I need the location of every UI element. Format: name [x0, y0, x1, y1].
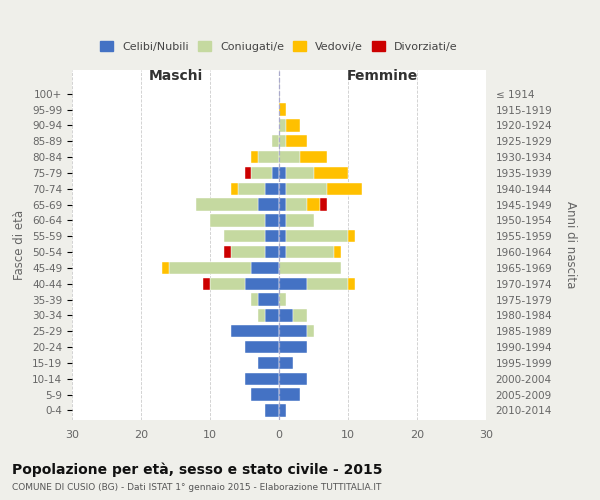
- Legend: Celibi/Nubili, Coniugati/e, Vedovi/e, Divorziati/e: Celibi/Nubili, Coniugati/e, Vedovi/e, Di…: [96, 37, 462, 56]
- Bar: [251, 388, 279, 401]
- Bar: [307, 278, 348, 290]
- Bar: [279, 310, 293, 322]
- Bar: [245, 167, 251, 179]
- Bar: [245, 341, 279, 353]
- Bar: [259, 310, 265, 322]
- Bar: [259, 151, 279, 164]
- Bar: [265, 182, 279, 195]
- Bar: [230, 182, 238, 195]
- Bar: [334, 246, 341, 258]
- Bar: [320, 198, 328, 211]
- Bar: [272, 135, 279, 147]
- Bar: [265, 404, 279, 416]
- Bar: [286, 120, 300, 132]
- Bar: [279, 404, 286, 416]
- Bar: [251, 262, 279, 274]
- Text: Femmine: Femmine: [347, 68, 418, 82]
- Bar: [279, 167, 286, 179]
- Bar: [210, 278, 245, 290]
- Bar: [196, 198, 259, 211]
- Text: Maschi: Maschi: [148, 68, 203, 82]
- Bar: [224, 246, 230, 258]
- Bar: [279, 278, 307, 290]
- Bar: [169, 262, 251, 274]
- Bar: [286, 198, 307, 211]
- Bar: [279, 262, 341, 274]
- Bar: [251, 294, 259, 306]
- Bar: [279, 246, 286, 258]
- Bar: [286, 135, 307, 147]
- Bar: [279, 341, 307, 353]
- Bar: [286, 182, 328, 195]
- Bar: [279, 357, 293, 369]
- Text: COMUNE DI CUSIO (BG) - Dati ISTAT 1° gennaio 2015 - Elaborazione TUTTITALIA.IT: COMUNE DI CUSIO (BG) - Dati ISTAT 1° gen…: [12, 484, 382, 492]
- Bar: [259, 294, 279, 306]
- Bar: [286, 214, 314, 226]
- Bar: [265, 246, 279, 258]
- Bar: [259, 357, 279, 369]
- Bar: [238, 182, 265, 195]
- Bar: [279, 104, 286, 116]
- Bar: [272, 167, 279, 179]
- Bar: [210, 214, 265, 226]
- Bar: [279, 182, 286, 195]
- Bar: [224, 230, 265, 242]
- Y-axis label: Anni di nascita: Anni di nascita: [563, 202, 577, 288]
- Bar: [230, 246, 265, 258]
- Bar: [286, 230, 348, 242]
- Bar: [279, 388, 300, 401]
- Bar: [161, 262, 169, 274]
- Bar: [286, 167, 314, 179]
- Bar: [279, 120, 286, 132]
- Text: Popolazione per età, sesso e stato civile - 2015: Popolazione per età, sesso e stato civil…: [12, 462, 383, 477]
- Bar: [265, 214, 279, 226]
- Bar: [279, 372, 307, 385]
- Bar: [245, 278, 279, 290]
- Bar: [279, 325, 307, 338]
- Bar: [265, 310, 279, 322]
- Bar: [279, 198, 286, 211]
- Bar: [245, 372, 279, 385]
- Bar: [279, 135, 286, 147]
- Bar: [279, 230, 286, 242]
- Bar: [203, 278, 210, 290]
- Bar: [307, 198, 320, 211]
- Bar: [348, 230, 355, 242]
- Bar: [251, 151, 259, 164]
- Bar: [300, 151, 328, 164]
- Bar: [279, 214, 286, 226]
- Bar: [314, 167, 348, 179]
- Bar: [328, 182, 362, 195]
- Bar: [286, 246, 334, 258]
- Bar: [279, 294, 286, 306]
- Bar: [251, 167, 272, 179]
- Bar: [259, 198, 279, 211]
- Bar: [265, 230, 279, 242]
- Bar: [293, 310, 307, 322]
- Bar: [230, 325, 279, 338]
- Y-axis label: Fasce di età: Fasce di età: [13, 210, 26, 280]
- Bar: [348, 278, 355, 290]
- Bar: [279, 151, 300, 164]
- Bar: [307, 325, 314, 338]
